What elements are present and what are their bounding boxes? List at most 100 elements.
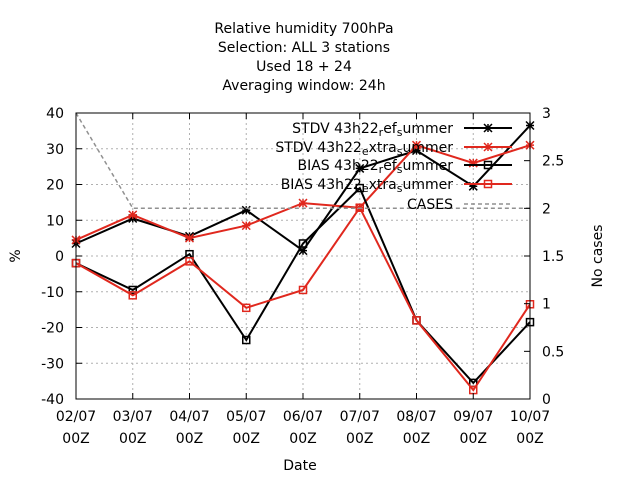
x-tick-label-hour: 00Z: [289, 431, 316, 447]
point-marker: [128, 285, 137, 295]
legend-label-part: r: [379, 126, 384, 139]
x-tick-label-hour: 00Z: [119, 431, 146, 447]
legend-label-part: BIAS 43h22: [298, 158, 379, 174]
legend-label-part: e: [362, 145, 369, 158]
point-marker: [483, 123, 493, 133]
y-tick-label: -30: [41, 356, 64, 372]
legend-label: BIAS 43h22extrasummer: [281, 177, 454, 195]
x-tick-label-hour: 00Z: [233, 431, 260, 447]
series-line: [75, 112, 530, 210]
title-line: Relative humidity 700hPa: [214, 21, 393, 37]
series-4: [75, 112, 530, 210]
point-marker: [184, 233, 195, 243]
y2-tick-label: 3: [542, 106, 551, 122]
point-marker: [412, 316, 421, 325]
point-marker: [242, 335, 251, 345]
point-marker: [185, 257, 194, 266]
point-marker: [298, 246, 308, 256]
title-line: Averaging window: 24h: [222, 78, 385, 94]
point-marker: [298, 239, 308, 248]
legend-label: STDV 43h22refsummer: [292, 121, 453, 139]
point-marker: [468, 181, 478, 191]
y-tick-label: 30: [46, 142, 64, 158]
legend-label-part: ummer: [402, 158, 453, 174]
x-tick-label-date: 04/07: [169, 409, 209, 425]
y2-axis-title: No cases: [590, 225, 606, 288]
series-line: [75, 186, 531, 385]
x-tick-label-date: 02/07: [56, 409, 96, 425]
legend-label-part: ummer: [402, 121, 453, 137]
legend-item: STDV 43h22refsummer: [292, 121, 512, 139]
point-marker: [298, 285, 308, 295]
y-tick-label: 10: [46, 213, 64, 229]
y-axis: -40 -30 -20 -10 0 10 20 30 40: [41, 106, 82, 408]
point-marker: [483, 160, 493, 170]
legend-label-part: STDV 43h22: [275, 140, 362, 156]
y-tick-label: -40: [41, 392, 64, 408]
legend-label-part: s: [397, 163, 403, 176]
point-marker: [128, 291, 137, 300]
y-tick-label: 20: [46, 178, 64, 194]
x-tick-label-hour: 00Z: [403, 431, 430, 447]
series-layer: [71, 112, 535, 395]
x-axis: 02/07 00Z 03/07 00Z 04/07 00Z 05/07 00Z 06/07 00Z…: [56, 113, 550, 447]
point-marker: [483, 179, 493, 189]
legend-label-part: s: [397, 182, 403, 195]
point-marker: [355, 183, 364, 193]
legend-item: BIAS 43h22refsummer: [298, 158, 512, 176]
legend-item: CASES: [407, 197, 512, 213]
legend-label: BIAS 43h22refsummer: [298, 158, 454, 176]
legend-label-part: CASES: [407, 197, 453, 213]
chart-title: Relative humidity 700hPa Selection: ALL 3…: [214, 21, 393, 94]
point-marker: [241, 205, 251, 215]
legend-label-part: ummer: [402, 177, 453, 193]
y2-tick-label: 2.5: [542, 154, 564, 170]
x-tick-label-date: 03/07: [113, 409, 153, 425]
x-tick-label-hour: 00Z: [62, 431, 89, 447]
point-marker: [411, 140, 422, 150]
legend-label-part: r: [379, 163, 384, 176]
x-tick-label-hour: 00Z: [516, 431, 543, 447]
point-marker: [128, 210, 138, 220]
legend-item: BIAS 43h22extrasummer: [281, 177, 512, 195]
y-tick-label: -20: [41, 321, 64, 337]
point-marker: [241, 221, 251, 231]
y-tick-label: 40: [46, 106, 64, 122]
legend-label-part: e: [362, 182, 369, 195]
point-marker: [411, 146, 422, 156]
legend-label: STDV 43h22extrasummer: [275, 140, 453, 158]
legend-label-part: ef: [383, 158, 398, 174]
point-marker: [355, 163, 365, 173]
legend-label-part: s: [397, 126, 403, 139]
title-line: Selection: ALL 3 stations: [218, 40, 390, 56]
x-tick-label-date: 07/07: [340, 409, 380, 425]
y2-tick-label: 0: [542, 392, 551, 408]
series-line: [75, 205, 531, 392]
y2-tick-label: 0.5: [542, 344, 564, 360]
y-tick-label: 0: [55, 249, 64, 265]
y-axis-title: %: [8, 249, 24, 262]
legend-label-part: STDV 43h22: [292, 121, 379, 137]
x-tick-label-hour: 00Z: [176, 431, 203, 447]
x-tick-label-hour: 00Z: [346, 431, 373, 447]
y2-tick-label: 1.5: [542, 249, 564, 265]
legend-label-part: s: [397, 145, 403, 158]
grid: [76, 113, 530, 399]
x-tick-label-date: 05/07: [226, 409, 266, 425]
point-marker: [355, 203, 364, 212]
x-tick-label-date: 10/07: [510, 409, 550, 425]
point-marker: [483, 142, 493, 152]
x-tick-label-date: 09/07: [453, 409, 493, 425]
y2-axis: 0 0.5 1 1.5 2 2.5 3: [524, 106, 564, 408]
y2-tick-label: 1: [542, 297, 551, 313]
legend-label-part: BIAS 43h22: [281, 177, 362, 193]
x-tick-label-date: 08/07: [396, 409, 436, 425]
point-marker: [242, 303, 251, 313]
legend-label: CASES: [407, 197, 453, 213]
legend-label-part: ef: [383, 121, 398, 137]
y-tick-label: -10: [41, 285, 64, 301]
x-axis-title: Date: [283, 458, 316, 474]
